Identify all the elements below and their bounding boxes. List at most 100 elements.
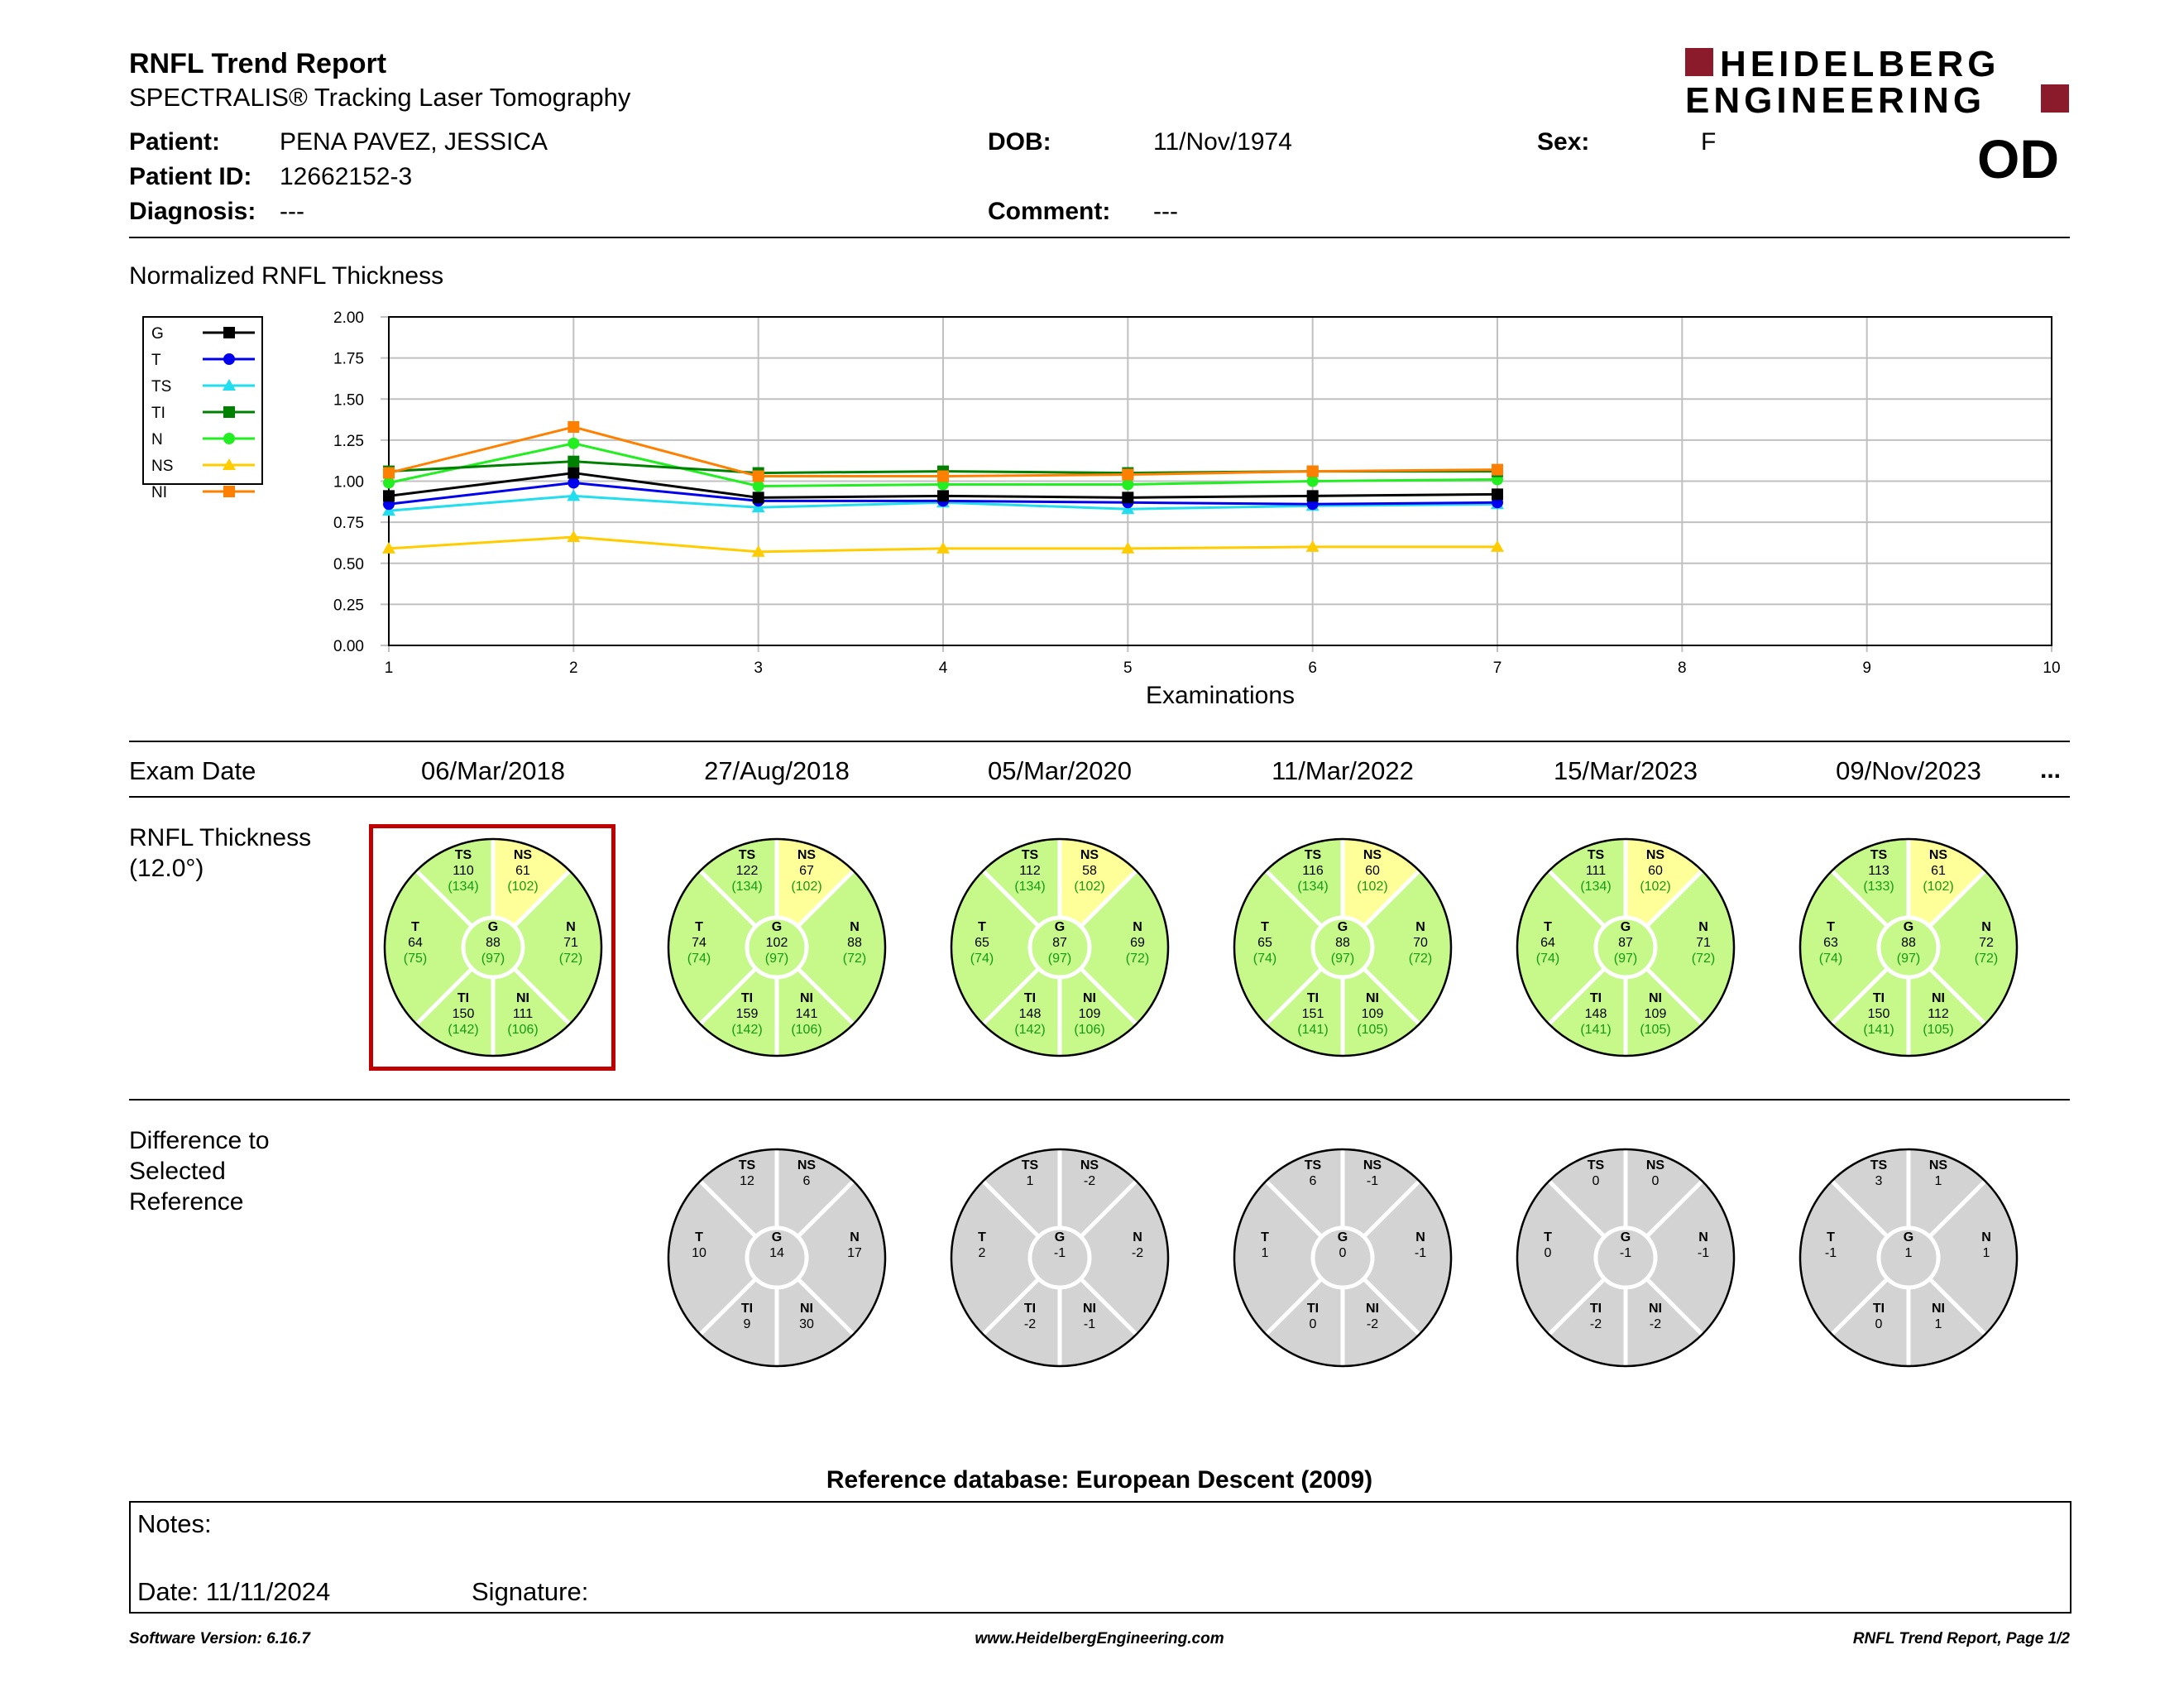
global-ring bbox=[1310, 1225, 1375, 1290]
sector-name-ts: TS bbox=[455, 848, 472, 862]
sector-name-ns: NS bbox=[1646, 1158, 1665, 1172]
thickness-diagram[interactable]: TS 110 (134) NS 61 (102) T 64 (75) N 71 (72) TI 150 (1… bbox=[383, 837, 603, 1057]
global-ring bbox=[1027, 1225, 1092, 1290]
sector-value-ti: 0 bbox=[1310, 1317, 1317, 1331]
square-marker bbox=[752, 470, 764, 482]
square-marker bbox=[937, 470, 949, 482]
sector-normal-ni: (105) bbox=[1923, 1023, 1953, 1037]
notes-box[interactable]: Notes: Date: 11/11/2024 Signature: bbox=[129, 1501, 2071, 1614]
y-tick-label: 1.00 bbox=[333, 474, 364, 492]
y-tick-label: 0.00 bbox=[333, 638, 364, 655]
sector-value-g: 88 bbox=[486, 936, 500, 950]
triangle-marker bbox=[1121, 541, 1135, 554]
sector-divider bbox=[512, 966, 572, 1026]
sector-normal-g: (97) bbox=[1331, 952, 1354, 966]
sector-value-g: 1 bbox=[1905, 1246, 1913, 1260]
sector-value-n: 69 bbox=[1130, 936, 1145, 950]
sector-value-ti: -2 bbox=[1024, 1317, 1036, 1331]
sector-name-ti: TI bbox=[1024, 1302, 1036, 1316]
report-title: RNFL Trend Report bbox=[129, 48, 387, 79]
comment-value: --- bbox=[1153, 198, 1178, 225]
exam-date-5[interactable]: 15/Mar/2023 bbox=[1553, 756, 1698, 785]
sector-name-ti: TI bbox=[741, 1302, 753, 1316]
thickness-diagram[interactable]: TS 111 (134) NS 60 (102) T 64 (74) N 71 (72) TI 148 (1… bbox=[1516, 837, 1736, 1057]
square-marker bbox=[223, 406, 235, 418]
sector-name-n: N bbox=[1698, 920, 1708, 934]
x-tick-label: 9 bbox=[1862, 659, 1871, 677]
sector-name-ni: NI bbox=[800, 1302, 813, 1316]
thickness-diagram[interactable]: TS 113 (133) NS 61 (102) T 63 (74) N 72 (72) TI 150 (1… bbox=[1798, 837, 2019, 1057]
sector-name-ns: NS bbox=[797, 1158, 817, 1172]
y-tick-label: 1.25 bbox=[333, 433, 364, 450]
sector-value-ns: 0 bbox=[1652, 1174, 1660, 1188]
circle-marker bbox=[752, 480, 764, 492]
x-tick-label: 5 bbox=[1123, 659, 1133, 677]
thickness-diagram[interactable]: TS 116 (134) NS 60 (102) T 65 (74) N 70 (72) TI 151 (1… bbox=[1233, 837, 1453, 1057]
sector-name-n: N bbox=[1698, 1230, 1708, 1244]
sector-name-ts: TS bbox=[1022, 848, 1039, 862]
series-g bbox=[383, 467, 1503, 504]
sector-value-ti: 151 bbox=[1302, 1007, 1324, 1021]
exam-date-3[interactable]: 05/Mar/2020 bbox=[987, 756, 1133, 785]
legend-box bbox=[142, 316, 263, 485]
sector-ns-borderline bbox=[1626, 839, 1703, 927]
square-marker bbox=[568, 467, 580, 479]
sector-value-ni: -1 bbox=[1084, 1317, 1095, 1331]
sector-normal-g: (97) bbox=[1048, 952, 1071, 966]
thickness-diagram[interactable]: TS 112 (134) NS 58 (102) T 65 (74) N 69 (72) TI 148 (1… bbox=[950, 837, 1170, 1057]
global-ring bbox=[1593, 915, 1658, 980]
sector-divider bbox=[1547, 1277, 1607, 1336]
sector-normal-ns: (102) bbox=[1923, 880, 1953, 894]
heidelberg-logo: HEIDELBERG ENGINEERING bbox=[1685, 44, 2069, 117]
sector-ns-borderline bbox=[1343, 839, 1420, 927]
sector-value-g: 14 bbox=[769, 1246, 784, 1260]
sector-normal-t: (75) bbox=[404, 952, 427, 966]
x-tick-label: 1 bbox=[385, 659, 394, 677]
sector-name-ns: NS bbox=[514, 848, 533, 862]
sector-normal-n: (72) bbox=[1975, 952, 1998, 966]
x-tick-label: 8 bbox=[1678, 659, 1687, 677]
website-link[interactable]: www.HeidelbergEngineering.com bbox=[975, 1630, 1224, 1647]
sector-normal-ti: (142) bbox=[731, 1023, 762, 1037]
y-tick-label: 2.00 bbox=[333, 309, 364, 327]
global-ring bbox=[745, 1225, 809, 1290]
sector-divider bbox=[1830, 1277, 1889, 1336]
sector-normal-ts: (133) bbox=[1863, 880, 1894, 894]
sector-name-n: N bbox=[1981, 920, 1991, 934]
thickness-label-line1: RNFL Thickness bbox=[129, 824, 312, 851]
sector-value-ts: 1 bbox=[1027, 1174, 1034, 1188]
dates-divider bbox=[129, 796, 2070, 798]
sector-normal-ts: (134) bbox=[1297, 880, 1328, 894]
sector-value-ni: 109 bbox=[1645, 1007, 1667, 1021]
exam-date-2[interactable]: 27/Aug/2018 bbox=[704, 756, 850, 785]
sector-value-t: 64 bbox=[1540, 936, 1555, 950]
legend-label-ts: TS bbox=[151, 378, 171, 396]
date-label: Date: 11/11/2024 bbox=[137, 1577, 331, 1606]
report-subtitle: SPECTRALIS® Tracking Laser Tomography bbox=[129, 83, 631, 112]
sector-divider bbox=[414, 869, 474, 928]
diagnosis-value: --- bbox=[280, 198, 304, 225]
sector-divider bbox=[698, 869, 758, 928]
sector-name-t: T bbox=[411, 920, 419, 934]
more-exams-indicator: ... bbox=[2040, 756, 2062, 784]
sector-value-n: -2 bbox=[1132, 1246, 1143, 1260]
global-ring bbox=[745, 915, 809, 980]
exam-date-1[interactable]: 06/Mar/2018 bbox=[420, 756, 566, 785]
square-marker bbox=[383, 490, 395, 502]
sector-divider bbox=[414, 966, 474, 1026]
sector-divider bbox=[1079, 1277, 1138, 1336]
sector-name-g: G bbox=[1904, 1230, 1913, 1244]
thickness-diagram[interactable]: TS 122 (134) NS 67 (102) T 74 (74) N 88 (72) TI 159 (1… bbox=[667, 837, 887, 1057]
sector-value-ns: 58 bbox=[1082, 864, 1097, 878]
sector-normal-ti: (142) bbox=[1014, 1023, 1045, 1037]
sector-name-ns: NS bbox=[1929, 1158, 1948, 1172]
selected-reference-frame[interactable] bbox=[369, 824, 615, 1071]
thickness-divider bbox=[129, 1099, 2070, 1101]
exam-date-6[interactable]: 09/Nov/2023 bbox=[1836, 756, 1981, 785]
exam-date-4[interactable]: 11/Mar/2022 bbox=[1272, 756, 1414, 785]
